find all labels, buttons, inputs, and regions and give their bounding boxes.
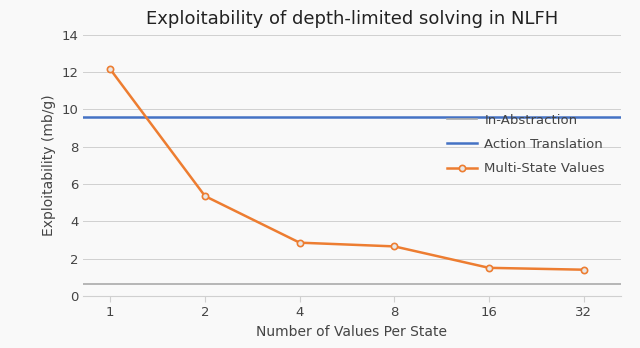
Multi-State Values bbox=[390, 244, 398, 248]
Multi-State Values bbox=[106, 67, 114, 71]
Title: Exploitability of depth-limited solving in NLFH: Exploitability of depth-limited solving … bbox=[146, 10, 558, 28]
Y-axis label: Exploitability (mb/g): Exploitability (mb/g) bbox=[42, 95, 56, 236]
Multi-State Values bbox=[485, 266, 493, 270]
Action Translation bbox=[106, 115, 114, 119]
Line: Multi-State Values: Multi-State Values bbox=[107, 66, 587, 273]
Multi-State Values bbox=[296, 240, 303, 245]
Legend: In-Abstraction, Action Translation, Multi-State Values: In-Abstraction, Action Translation, Mult… bbox=[441, 107, 611, 182]
X-axis label: Number of Values Per State: Number of Values Per State bbox=[257, 325, 447, 339]
In-Abstraction bbox=[106, 282, 114, 286]
Multi-State Values bbox=[580, 268, 588, 272]
Multi-State Values bbox=[201, 194, 209, 198]
